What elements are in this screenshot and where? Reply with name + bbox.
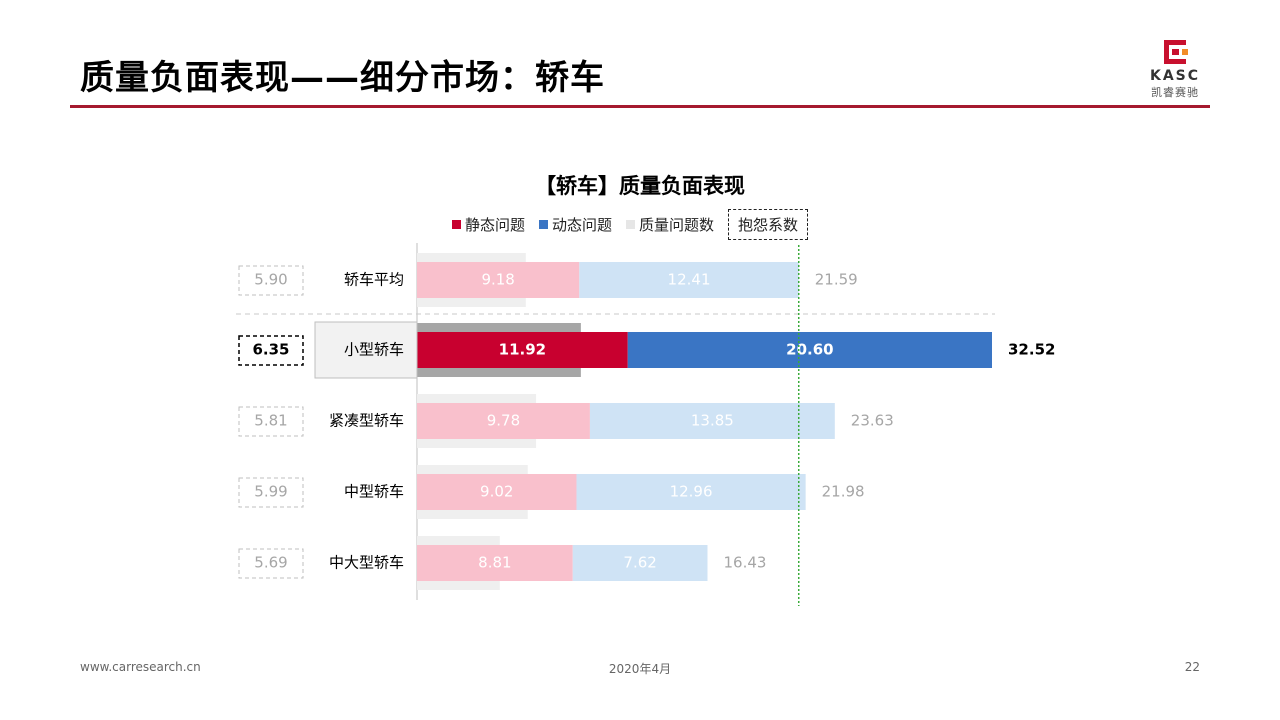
data-label-total: 16.43 [724,554,767,572]
legend-swatch-dynamic [539,219,549,229]
complaint-coefficient-box [238,265,304,296]
data-label-dynamic: 20.60 [786,341,833,359]
category-label: 紧凑型轿车 [329,412,404,430]
data-label-total: 23.63 [851,412,894,430]
category-label: 小型轿车 [344,341,404,359]
legend-label-total: 质量问题数 [639,215,715,234]
chart-title: 【轿车】质量负面表现 [535,174,745,198]
data-label-static: 8.81 [478,554,511,572]
data-label-static: 11.92 [499,341,546,359]
bar-segment-dynamic [627,332,992,368]
complaint-coefficient-value: 5.81 [254,412,287,430]
highlight-category-box [314,321,418,379]
data-label-total: 21.59 [815,271,858,289]
legend-item-dynamic: 动态问题 [539,214,612,235]
category-label: 中大型轿车 [329,554,404,572]
complaint-coefficient-value: 5.90 [254,271,287,289]
complaint-coefficient-value: 6.35 [252,341,289,359]
complaint-coefficient-box [238,477,304,508]
data-label-static: 9.18 [481,271,514,289]
bar-segment-static [417,262,580,298]
data-label-dynamic: 12.96 [670,483,713,501]
bar-segment-static [417,332,628,368]
category-label: 轿车平均 [344,271,404,289]
footer-page-number: 22 [1184,660,1200,674]
data-label-dynamic: 12.41 [668,271,711,289]
data-label-total: 21.98 [822,483,865,501]
bar-segment-dynamic [572,545,708,581]
company-logo: KASC 凯睿赛驰 [1138,36,1212,99]
chart-legend: 静态问题 动态问题 质量问题数 抱怨系数 [452,208,822,240]
bar-segment-static [417,403,590,439]
logo-brand-text: KASC [1149,68,1201,84]
bar-segment-dynamic [589,403,835,439]
complaint-coefficient-box [238,548,304,579]
legend-swatch-total [626,219,636,229]
page-title: 质量负面表现——细分市场：轿车 [80,58,605,98]
legend-label-dynamic: 动态问题 [552,215,613,234]
logo-chinese-text: 凯睿赛驰 [1151,86,1199,99]
bar-segment-dynamic [579,262,799,298]
legend-swatch-static [452,219,461,229]
complaint-coefficient-box [238,335,304,366]
data-label-dynamic: 7.62 [623,554,656,572]
legend-item-complaint: 抱怨系数 [728,208,809,240]
footer-date: 2020年4月 [608,662,672,676]
complaint-coefficient-value: 5.69 [254,554,287,572]
bar-segment-dynamic [576,474,806,510]
bar-segment-static [417,545,573,581]
logo-mark-icon [1164,40,1188,64]
footer-website: www.carresearch.cn [80,660,201,674]
complaint-coefficient-box [238,406,304,437]
complaint-coefficient-value: 5.99 [254,483,287,501]
legend-label-static: 静态问题 [465,215,526,234]
legend-label-complaint: 抱怨系数 [728,208,809,240]
category-label: 中型轿车 [344,483,404,501]
legend-item-static: 静态问题 [452,214,525,235]
bar-segment-static [417,474,577,510]
data-label-total: 32.52 [1008,341,1055,359]
data-label-static: 9.02 [480,483,513,501]
legend-item-total: 质量问题数 [626,214,714,235]
data-label-static: 9.78 [487,412,520,430]
title-divider [70,105,1210,108]
data-label-dynamic: 13.85 [691,412,734,430]
